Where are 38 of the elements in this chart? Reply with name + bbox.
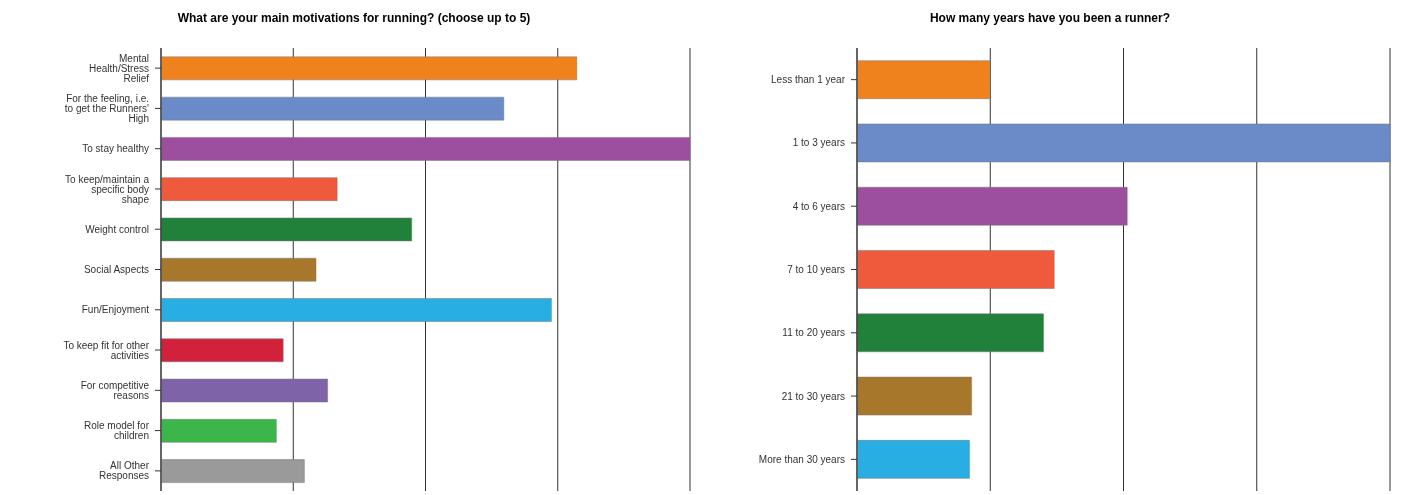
- bar: [856, 186, 1128, 226]
- y-tick-label: To stay healthy: [82, 143, 149, 155]
- bar: [160, 338, 284, 363]
- y-tick-label: Less than 1 year: [771, 74, 846, 86]
- chart-title: How many years have you been a runner?: [928, 10, 1172, 27]
- y-tick-label: More than 30 years: [758, 453, 845, 465]
- bar: [160, 56, 578, 81]
- y-tick-label: 1 to 3 years: [792, 137, 845, 149]
- y-tick-label: Role model for children: [83, 420, 150, 442]
- bar: [160, 257, 317, 282]
- y-tick-label: All Other Responses: [98, 460, 150, 482]
- y-tick-label: 11 to 20 years: [782, 327, 845, 339]
- bar: [160, 96, 505, 121]
- bar: [160, 177, 338, 201]
- bar: [856, 60, 990, 99]
- y-tick-label: To keep fit for other activities: [63, 339, 150, 361]
- bar: [160, 217, 412, 242]
- bar: [856, 123, 1391, 163]
- y-tick-label: 21 to 30 years: [781, 390, 845, 402]
- bar: [856, 440, 970, 479]
- bar: [160, 378, 328, 403]
- y-tick-label: For competitive reasons: [80, 379, 150, 401]
- y-tick-label: Social Aspects: [83, 264, 149, 276]
- y-tick-label: To keep/maintain a specific body shape: [65, 173, 150, 205]
- bar: [856, 313, 1044, 353]
- y-tick-label: Mental Health/Stress Relief: [88, 52, 150, 84]
- bar: [160, 419, 277, 443]
- y-tick-label: For the feeling, i.e. to get the Runners' High: [64, 92, 150, 124]
- chart-title: What are your main motivations for running? (choose up to 5): [176, 10, 532, 27]
- y-tick-label: 4 to 6 years: [792, 200, 845, 212]
- bar: [160, 298, 552, 322]
- y-tick-label: Fun/Enjoyment: [81, 304, 150, 316]
- y-tick-label: 7 to 10 years: [787, 264, 845, 276]
- bar: [160, 459, 305, 483]
- bar: [856, 250, 1055, 289]
- bar: [856, 376, 972, 416]
- y-tick-label: Weight control: [85, 223, 149, 235]
- bar: [160, 137, 691, 161]
